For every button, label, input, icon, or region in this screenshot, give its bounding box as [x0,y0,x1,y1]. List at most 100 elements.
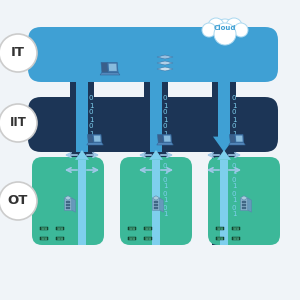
Text: 0
1
0
1
0
1: 0 1 0 1 0 1 [232,95,236,136]
Polygon shape [157,61,173,65]
Text: 0
1
0
1
0
1
0
1: 0 1 0 1 0 1 0 1 [232,163,236,218]
Bar [216,237,224,240]
Polygon shape [87,143,103,145]
Polygon shape [101,62,108,72]
Circle shape [202,23,216,37]
Bar [220,160,228,245]
Polygon shape [213,136,235,152]
Bar [242,204,246,206]
Bar [232,227,240,230]
Bar [154,207,158,208]
Bar [57,237,63,240]
Polygon shape [164,136,171,142]
Polygon shape [157,67,173,71]
Bar [70,82,94,97]
Bar [129,227,135,230]
Circle shape [0,104,37,142]
Bar [216,227,224,230]
Bar [66,204,70,206]
Bar [152,160,160,245]
Bar [144,237,152,240]
Text: 0
1
0
1
0
1: 0 1 0 1 0 1 [163,95,167,136]
Bar [217,227,223,230]
Bar [233,227,239,230]
Circle shape [234,23,248,37]
FancyBboxPatch shape [208,157,280,245]
Bar [154,204,158,206]
Polygon shape [240,196,248,200]
Bar [150,42,162,152]
Text: IT: IT [11,46,25,59]
Polygon shape [88,134,94,143]
Polygon shape [236,136,243,142]
Polygon shape [160,198,164,212]
Polygon shape [75,150,89,160]
Polygon shape [149,150,163,160]
Polygon shape [217,150,231,160]
Bar [144,152,168,157]
Polygon shape [158,134,164,143]
Polygon shape [145,27,167,42]
Bar [128,237,136,240]
Bar [41,227,47,230]
Bar [152,198,160,210]
FancyBboxPatch shape [28,97,278,152]
Polygon shape [71,27,93,42]
Bar [212,82,236,97]
Bar [40,237,48,240]
Bar [66,207,70,208]
Polygon shape [93,134,102,143]
FancyBboxPatch shape [32,157,104,245]
Polygon shape [107,62,118,72]
Bar [56,237,64,240]
Bar [144,82,168,97]
Text: 0
1
0
1
0
1: 0 1 0 1 0 1 [89,95,93,136]
Bar [242,201,246,203]
FancyBboxPatch shape [28,27,278,82]
Bar [145,237,151,240]
Circle shape [215,19,235,39]
Polygon shape [100,72,120,75]
Bar [144,27,168,245]
Bar [144,227,152,230]
Text: Cloud: Cloud [214,25,236,31]
Text: 0
1
0
1
0
1
0
1: 0 1 0 1 0 1 0 1 [163,163,167,218]
Polygon shape [229,143,245,145]
Text: IIT: IIT [10,116,26,130]
Bar [40,227,48,230]
Bar [145,227,151,230]
Bar [154,201,158,203]
Circle shape [208,18,224,34]
Bar [70,152,94,157]
Bar [217,237,223,240]
Bar [64,198,72,210]
Bar [129,237,135,240]
Polygon shape [152,196,160,200]
Circle shape [214,23,236,45]
Bar [212,27,236,245]
Bar [212,152,236,157]
Bar [240,198,248,210]
Bar [242,207,246,208]
Text: OT: OT [8,194,28,208]
Bar [218,27,230,136]
Bar [76,42,88,152]
Polygon shape [64,196,72,200]
Bar [41,237,47,240]
FancyBboxPatch shape [120,157,192,245]
Bar [57,227,63,230]
Polygon shape [109,64,117,71]
Bar [70,27,94,245]
Polygon shape [248,198,251,212]
Polygon shape [163,134,172,143]
Bar [56,227,64,230]
Polygon shape [94,136,101,142]
Polygon shape [157,143,173,145]
Circle shape [226,18,242,34]
Bar [78,160,86,245]
Polygon shape [157,55,173,59]
Circle shape [0,182,37,220]
Circle shape [0,34,37,72]
Polygon shape [72,198,76,212]
Bar [233,237,239,240]
